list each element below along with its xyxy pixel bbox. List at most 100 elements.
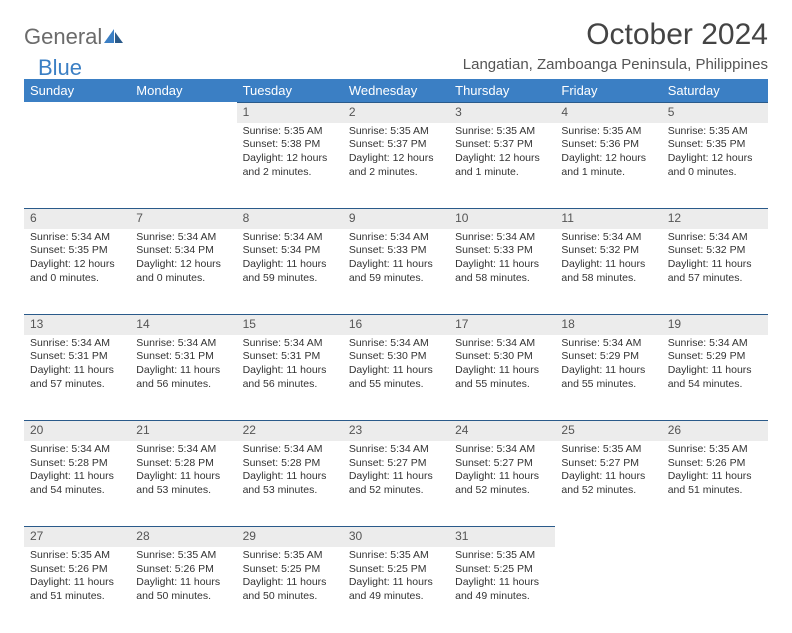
day-content-cell: Sunrise: 5:35 AMSunset: 5:35 PMDaylight:… (662, 123, 768, 209)
day-content-cell (130, 123, 236, 209)
title-block: October 2024 Langatian, Zamboanga Penins… (463, 18, 768, 73)
daylight-text: and 53 minutes. (136, 484, 230, 498)
daylight-text: and 54 minutes. (30, 484, 124, 498)
day-content-row: Sunrise: 5:34 AMSunset: 5:31 PMDaylight:… (24, 335, 768, 421)
day-number-cell: 31 (449, 527, 555, 547)
sunrise-text: Sunrise: 5:34 AM (30, 337, 124, 351)
weekday-header: Saturday (662, 79, 768, 103)
daynum-row: 2728293031 (24, 527, 768, 547)
daylight-text: and 2 minutes. (349, 166, 443, 180)
calendar-table: Sunday Monday Tuesday Wednesday Thursday… (24, 79, 768, 633)
day-content-cell: Sunrise: 5:35 AMSunset: 5:25 PMDaylight:… (237, 547, 343, 633)
daylight-text: Daylight: 11 hours (455, 470, 549, 484)
day-content-cell: Sunrise: 5:35 AMSunset: 5:26 PMDaylight:… (24, 547, 130, 633)
sunset-text: Sunset: 5:27 PM (455, 457, 549, 471)
sunrise-text: Sunrise: 5:35 AM (349, 549, 443, 563)
sunrise-text: Sunrise: 5:35 AM (668, 125, 762, 139)
sunset-text: Sunset: 5:27 PM (561, 457, 655, 471)
daylight-text: Daylight: 12 hours (561, 152, 655, 166)
day-content-cell: Sunrise: 5:34 AMSunset: 5:28 PMDaylight:… (237, 441, 343, 527)
sunrise-text: Sunrise: 5:35 AM (668, 443, 762, 457)
sunset-text: Sunset: 5:28 PM (136, 457, 230, 471)
daylight-text: Daylight: 11 hours (668, 470, 762, 484)
sunrise-text: Sunrise: 5:35 AM (561, 125, 655, 139)
sunset-text: Sunset: 5:31 PM (136, 350, 230, 364)
logo-sail-icon (104, 29, 124, 45)
daylight-text: Daylight: 11 hours (561, 364, 655, 378)
daylight-text: and 0 minutes. (668, 166, 762, 180)
sunset-text: Sunset: 5:35 PM (30, 244, 124, 258)
sunset-text: Sunset: 5:36 PM (561, 138, 655, 152)
sunrise-text: Sunrise: 5:34 AM (668, 337, 762, 351)
daylight-text: and 1 minute. (455, 166, 549, 180)
sunrise-text: Sunrise: 5:34 AM (455, 443, 549, 457)
daylight-text: Daylight: 12 hours (349, 152, 443, 166)
day-content-cell: Sunrise: 5:34 AMSunset: 5:32 PMDaylight:… (662, 229, 768, 315)
logo: General (24, 18, 126, 50)
day-number-cell: 24 (449, 421, 555, 441)
daylight-text: and 52 minutes. (349, 484, 443, 498)
day-number-cell: 13 (24, 315, 130, 335)
sunset-text: Sunset: 5:25 PM (243, 563, 337, 577)
daylight-text: Daylight: 11 hours (243, 470, 337, 484)
day-content-cell: Sunrise: 5:35 AMSunset: 5:25 PMDaylight:… (343, 547, 449, 633)
daylight-text: Daylight: 11 hours (668, 258, 762, 272)
weekday-header: Monday (130, 79, 236, 103)
daylight-text: and 50 minutes. (243, 590, 337, 604)
sunset-text: Sunset: 5:26 PM (136, 563, 230, 577)
sunset-text: Sunset: 5:29 PM (561, 350, 655, 364)
daylight-text: and 56 minutes. (243, 378, 337, 392)
sunrise-text: Sunrise: 5:35 AM (136, 549, 230, 563)
sunset-text: Sunset: 5:28 PM (30, 457, 124, 471)
calendar-body: 12345Sunrise: 5:35 AMSunset: 5:38 PMDayl… (24, 103, 768, 633)
daylight-text: Daylight: 11 hours (349, 576, 443, 590)
day-content-cell: Sunrise: 5:34 AMSunset: 5:28 PMDaylight:… (130, 441, 236, 527)
day-number-cell: 22 (237, 421, 343, 441)
sunrise-text: Sunrise: 5:34 AM (243, 231, 337, 245)
day-content-cell: Sunrise: 5:35 AMSunset: 5:26 PMDaylight:… (130, 547, 236, 633)
sunset-text: Sunset: 5:32 PM (668, 244, 762, 258)
sunrise-text: Sunrise: 5:34 AM (349, 337, 443, 351)
daylight-text: and 55 minutes. (561, 378, 655, 392)
day-number-cell: 6 (24, 209, 130, 229)
daynum-row: 6789101112 (24, 209, 768, 229)
day-number-cell: 20 (24, 421, 130, 441)
day-content-cell: Sunrise: 5:34 AMSunset: 5:27 PMDaylight:… (343, 441, 449, 527)
day-number-cell: 12 (662, 209, 768, 229)
calendar-page: General October 2024 Langatian, Zamboang… (0, 0, 792, 633)
location: Langatian, Zamboanga Peninsula, Philippi… (463, 56, 768, 73)
day-content-cell (24, 123, 130, 209)
day-number-cell: 23 (343, 421, 449, 441)
day-number-cell: 27 (24, 527, 130, 547)
daylight-text: and 57 minutes. (30, 378, 124, 392)
daylight-text: Daylight: 11 hours (136, 470, 230, 484)
sunrise-text: Sunrise: 5:34 AM (349, 443, 443, 457)
weekday-header: Sunday (24, 79, 130, 103)
day-content-cell: Sunrise: 5:34 AMSunset: 5:34 PMDaylight:… (237, 229, 343, 315)
day-number-cell: 4 (555, 103, 661, 123)
sunset-text: Sunset: 5:29 PM (668, 350, 762, 364)
sunset-text: Sunset: 5:27 PM (349, 457, 443, 471)
sunrise-text: Sunrise: 5:34 AM (243, 337, 337, 351)
sunset-text: Sunset: 5:34 PM (136, 244, 230, 258)
daynum-row: 20212223242526 (24, 421, 768, 441)
daylight-text: and 49 minutes. (349, 590, 443, 604)
sunset-text: Sunset: 5:28 PM (243, 457, 337, 471)
sunrise-text: Sunrise: 5:34 AM (349, 231, 443, 245)
day-number-cell: 3 (449, 103, 555, 123)
day-number-cell: 11 (555, 209, 661, 229)
daylight-text: and 59 minutes. (243, 272, 337, 286)
sunrise-text: Sunrise: 5:34 AM (243, 443, 337, 457)
day-content-cell (662, 547, 768, 633)
sunset-text: Sunset: 5:31 PM (30, 350, 124, 364)
daylight-text: Daylight: 12 hours (243, 152, 337, 166)
day-number-cell: 21 (130, 421, 236, 441)
sunrise-text: Sunrise: 5:35 AM (243, 125, 337, 139)
day-number-cell: 18 (555, 315, 661, 335)
day-content-cell: Sunrise: 5:34 AMSunset: 5:33 PMDaylight:… (449, 229, 555, 315)
sunrise-text: Sunrise: 5:34 AM (455, 337, 549, 351)
day-number-cell (24, 103, 130, 123)
daylight-text: Daylight: 11 hours (455, 576, 549, 590)
day-content-cell: Sunrise: 5:34 AMSunset: 5:30 PMDaylight:… (343, 335, 449, 421)
sunrise-text: Sunrise: 5:34 AM (561, 231, 655, 245)
